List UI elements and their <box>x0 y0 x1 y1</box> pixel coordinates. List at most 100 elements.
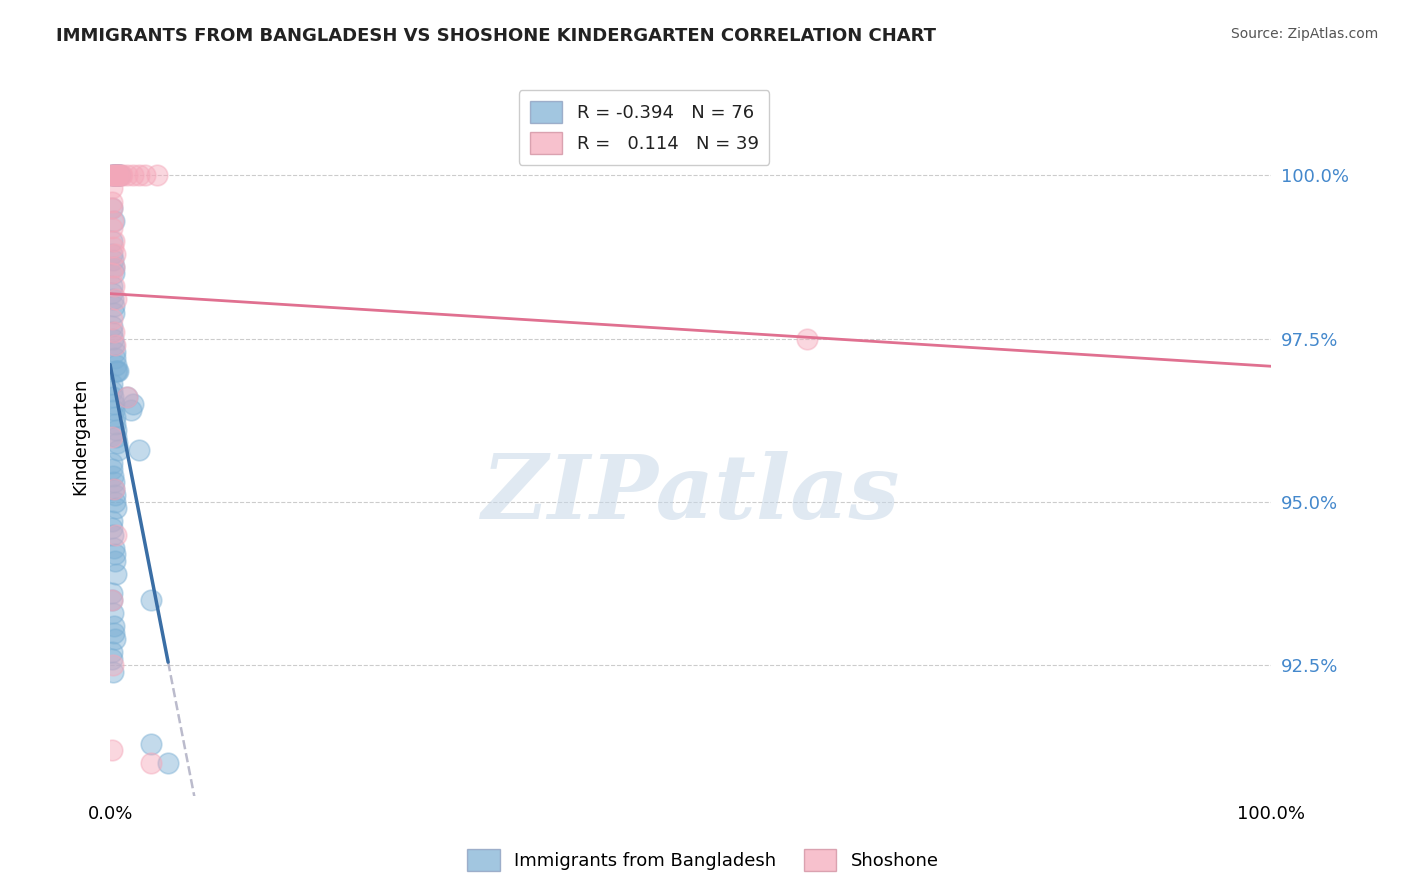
Point <box>103 397 125 411</box>
Point <box>101 169 124 183</box>
Point <box>103 625 125 640</box>
Point <box>101 285 124 300</box>
Point <box>122 169 145 183</box>
Point <box>104 409 127 424</box>
Point <box>103 260 125 274</box>
Text: IMMIGRANTS FROM BANGLADESH VS SHOSHONE KINDERGARTEN CORRELATION CHART: IMMIGRANTS FROM BANGLADESH VS SHOSHONE K… <box>56 27 936 45</box>
Y-axis label: Kindergarten: Kindergarten <box>72 378 89 495</box>
Point <box>107 169 129 183</box>
Point <box>108 169 131 183</box>
Point <box>101 645 124 659</box>
Point <box>104 293 127 307</box>
Point <box>111 169 134 183</box>
Point <box>104 338 127 352</box>
Point <box>104 566 127 581</box>
Point <box>104 358 127 372</box>
Point <box>103 338 125 352</box>
Point <box>104 344 127 359</box>
Point <box>101 462 124 476</box>
Point <box>103 619 125 633</box>
Point <box>103 279 125 293</box>
Point <box>139 737 162 751</box>
Point <box>101 665 124 679</box>
Point <box>101 384 124 398</box>
Point <box>101 325 124 339</box>
Point <box>104 501 127 516</box>
Point <box>104 169 127 183</box>
Point <box>105 169 128 183</box>
Point <box>103 214 125 228</box>
Point <box>101 181 124 195</box>
Point <box>108 169 131 183</box>
Point <box>101 246 124 260</box>
Point <box>101 169 124 183</box>
Point <box>101 201 124 215</box>
Point <box>105 169 128 183</box>
Point <box>108 169 131 183</box>
Point <box>101 201 124 215</box>
Point <box>101 194 124 209</box>
Point <box>139 592 162 607</box>
Point <box>103 234 125 248</box>
Point <box>104 351 127 366</box>
Point <box>103 403 125 417</box>
Text: ZIPatlas: ZIPatlas <box>482 450 900 537</box>
Point <box>103 299 125 313</box>
Point <box>101 521 124 535</box>
Point <box>104 488 127 502</box>
Point <box>101 743 124 757</box>
Point <box>104 423 127 437</box>
Point <box>117 169 139 183</box>
Point <box>107 364 129 378</box>
Point <box>104 169 127 183</box>
Point <box>120 403 142 417</box>
Point <box>101 527 124 541</box>
Point <box>104 246 127 260</box>
Point <box>101 592 124 607</box>
Point <box>105 364 128 378</box>
Point <box>104 169 127 183</box>
Point <box>796 332 818 346</box>
Point <box>101 592 124 607</box>
Point <box>107 169 129 183</box>
Point <box>103 169 125 183</box>
Point <box>107 169 129 183</box>
Point <box>104 527 127 541</box>
Point <box>101 312 124 326</box>
Point <box>101 391 124 405</box>
Point <box>101 253 124 268</box>
Point <box>103 305 125 319</box>
Point <box>104 554 127 568</box>
Point <box>100 169 122 183</box>
Point <box>104 169 127 183</box>
Point <box>104 547 127 561</box>
Point <box>101 332 124 346</box>
Point <box>105 169 128 183</box>
Point <box>101 240 124 254</box>
Point <box>107 169 129 183</box>
Point <box>105 436 128 450</box>
Point <box>145 169 167 183</box>
Point <box>134 169 156 183</box>
Point <box>105 429 128 443</box>
Point <box>104 169 127 183</box>
Point <box>105 364 128 378</box>
Legend: Immigrants from Bangladesh, Shoshone: Immigrants from Bangladesh, Shoshone <box>460 842 946 879</box>
Point <box>117 391 139 405</box>
Point <box>103 260 125 274</box>
Point <box>101 429 124 443</box>
Point <box>107 442 129 457</box>
Text: Source: ZipAtlas.com: Source: ZipAtlas.com <box>1230 27 1378 41</box>
Point <box>103 482 125 496</box>
Point <box>103 169 125 183</box>
Point <box>104 417 127 431</box>
Point <box>101 658 124 673</box>
Point <box>101 586 124 600</box>
Point <box>128 169 150 183</box>
Point <box>101 220 124 235</box>
Point <box>101 169 124 183</box>
Point <box>101 515 124 529</box>
Point <box>139 756 162 771</box>
Point <box>101 293 124 307</box>
Point <box>103 266 125 280</box>
